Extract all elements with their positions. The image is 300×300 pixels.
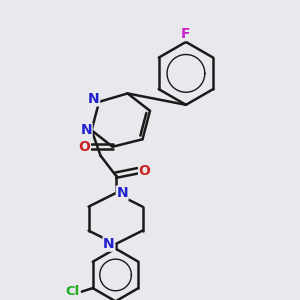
Text: O: O [79,140,90,154]
Text: F: F [181,26,191,40]
Text: N: N [88,92,100,106]
Text: N: N [80,123,92,137]
Text: N: N [116,186,128,200]
Text: N: N [103,237,115,251]
Text: O: O [139,164,151,178]
Text: Cl: Cl [66,285,80,298]
